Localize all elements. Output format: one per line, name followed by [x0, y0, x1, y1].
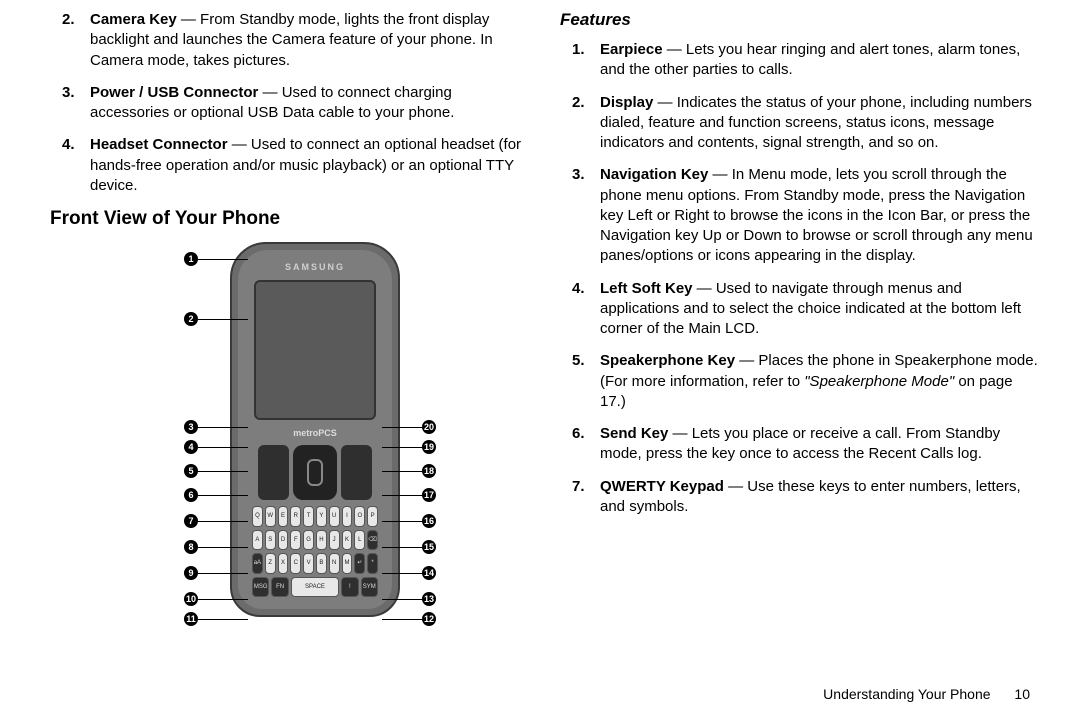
list-item: Camera Key — From Standby mode, lights t… [50, 10, 530, 71]
callout-7: 7 [184, 514, 198, 528]
features-heading: Features [560, 10, 1040, 30]
callout-2: 2 [184, 312, 198, 326]
nav-pad [258, 445, 372, 500]
footer-label: Understanding Your Phone [823, 686, 990, 702]
qwerty-keypad-graphic: QWERTYUIOPASDFGHJKL⌫aAZXCVBNM↵*MSGFNSPAC… [252, 506, 378, 597]
left-feature-list: Camera Key — From Standby mode, lights t… [50, 10, 530, 196]
phone-diagram: SAMSUNG metroPCS QWERTYUIOPASDFGHJKL⌫aAZ… [110, 242, 470, 642]
callout-19: 19 [422, 440, 436, 454]
list-item: Navigation Key — In Menu mode, lets you … [560, 165, 1040, 266]
callout-4: 4 [184, 440, 198, 454]
list-item: Left Soft Key — Used to navigate through… [560, 279, 1040, 340]
callout-14: 14 [422, 566, 436, 580]
list-item: Earpiece — Lets you hear ringing and ale… [560, 40, 1040, 81]
callout-16: 16 [422, 514, 436, 528]
callout-10: 10 [184, 592, 198, 606]
callout-8: 8 [184, 540, 198, 554]
left-soft-key-graphic [258, 445, 289, 500]
phone-outline: SAMSUNG metroPCS QWERTYUIOPASDFGHJKL⌫aAZ… [230, 242, 400, 617]
page-footer: Understanding Your Phone 10 [823, 686, 1030, 702]
phone-screen [254, 280, 376, 420]
callout-17: 17 [422, 488, 436, 502]
callout-5: 5 [184, 464, 198, 478]
callout-13: 13 [422, 592, 436, 606]
brand-mid-label: metroPCS [238, 428, 392, 438]
brand-top-label: SAMSUNG [238, 262, 392, 272]
section-heading: Front View of Your Phone [50, 208, 530, 230]
callout-11: 11 [184, 612, 198, 626]
right-soft-key-graphic [341, 445, 372, 500]
list-item: Display — Indicates the status of your p… [560, 93, 1040, 154]
phone-inner: SAMSUNG metroPCS QWERTYUIOPASDFGHJKL⌫aAZ… [238, 250, 392, 609]
callout-1: 1 [184, 252, 198, 266]
list-item: QWERTY Keypad — Use these keys to enter … [560, 477, 1040, 518]
callout-6: 6 [184, 488, 198, 502]
right-column: Features Earpiece — Lets you hear ringin… [560, 10, 1040, 642]
callout-9: 9 [184, 566, 198, 580]
left-column: Camera Key — From Standby mode, lights t… [50, 10, 530, 642]
list-item: Speakerphone Key — Places the phone in S… [560, 351, 1040, 412]
list-item: Power / USB Connector — Used to connect … [50, 83, 530, 124]
list-item: Send Key — Lets you place or receive a c… [560, 424, 1040, 465]
list-item: Headset Connector — Used to connect an o… [50, 135, 530, 196]
callout-12: 12 [422, 612, 436, 626]
callout-15: 15 [422, 540, 436, 554]
callout-20: 20 [422, 420, 436, 434]
callout-18: 18 [422, 464, 436, 478]
page-number: 10 [1014, 686, 1030, 702]
right-feature-list: Earpiece — Lets you hear ringing and ale… [560, 40, 1040, 517]
nav-center-graphic [293, 445, 337, 500]
page-body: Camera Key — From Standby mode, lights t… [0, 0, 1080, 652]
callout-3: 3 [184, 420, 198, 434]
